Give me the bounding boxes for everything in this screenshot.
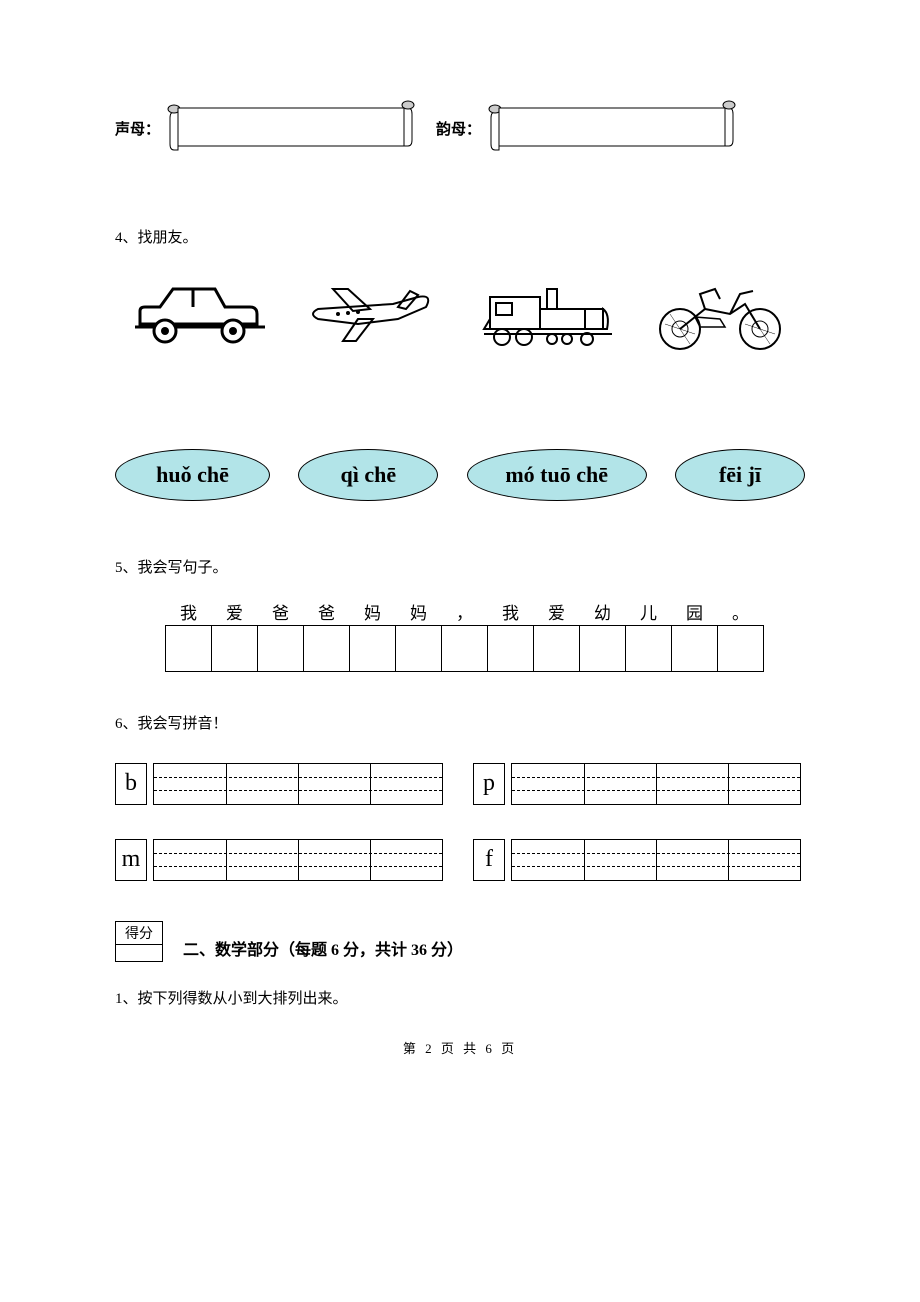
page-footer: 第 2 页 共 6 页 [115, 1038, 805, 1057]
pinyin-write-grid[interactable] [511, 839, 801, 881]
write-cell[interactable] [580, 625, 626, 671]
char-cell: 我 [488, 599, 534, 625]
pinyin-grid-f: f [473, 839, 803, 881]
pinyin-letter: m [115, 839, 147, 881]
score-label: 得分 [116, 922, 162, 945]
yunmu-label: 韵母： [436, 118, 481, 139]
char-cell: 我 [166, 599, 212, 625]
score-box: 得分 [115, 921, 163, 962]
pinyin-write-grid[interactable] [153, 839, 443, 881]
write-cell[interactable] [718, 625, 764, 671]
pinyin-letter: p [473, 763, 505, 805]
write-cell[interactable] [212, 625, 258, 671]
pinyin-letter: f [473, 839, 505, 881]
train-icon [472, 269, 622, 359]
pinyin-write-grid[interactable] [153, 763, 443, 805]
pinyin-ellipses: huǒ chē qì chē mó tuō chē fēi jī [115, 449, 805, 501]
ellipse-feiji: fēi jī [675, 449, 805, 501]
char-cell: 园 [672, 599, 718, 625]
yunmu-scroll [487, 100, 737, 156]
shengmu-label: 声母： [115, 118, 160, 139]
score-value[interactable] [116, 945, 162, 961]
shengmu-group: 声母： [115, 100, 416, 156]
motorcycle-icon [645, 269, 795, 359]
ellipse-huoche: huǒ chē [115, 449, 270, 501]
write-cell[interactable] [672, 625, 718, 671]
char-cell: 爱 [212, 599, 258, 625]
char-cell: 爱 [534, 599, 580, 625]
ellipse-qiche: qì chē [298, 449, 438, 501]
write-cell[interactable] [534, 625, 580, 671]
q2-1-prompt: 1、按下列得数从小到大排列出来。 [115, 987, 805, 1008]
char-cell: 爸 [258, 599, 304, 625]
write-cell[interactable] [442, 625, 488, 671]
pinyin-letter: b [115, 763, 147, 805]
worksheet-page: 声母： 韵母： [0, 0, 920, 1097]
pinyin-grids: b p m f [115, 763, 805, 881]
airplane-icon [298, 269, 448, 359]
pinyin-grid-p: p [473, 763, 803, 805]
write-cell[interactable] [166, 625, 212, 671]
write-cell[interactable] [396, 625, 442, 671]
shengmu-scroll [166, 100, 416, 156]
char-cell: 幼 [580, 599, 626, 625]
vehicles-row [115, 269, 805, 359]
sentence-table: 我 爱 爸 爸 妈 妈 ， 我 爱 幼 儿 园 。 [165, 599, 764, 672]
q6-prompt: 6、我会写拼音！ [115, 712, 805, 733]
write-cell[interactable] [304, 625, 350, 671]
scroll-row: 声母： 韵母： [115, 100, 805, 156]
section2-header: 得分 二、数学部分（每题 6 分，共计 36 分） [115, 921, 805, 962]
write-cell[interactable] [350, 625, 396, 671]
pinyin-grid-m: m [115, 839, 445, 881]
char-cell: 爸 [304, 599, 350, 625]
write-cell[interactable] [258, 625, 304, 671]
char-cell: 。 [718, 599, 764, 625]
sentence-table-wrap: 我 爱 爸 爸 妈 妈 ， 我 爱 幼 儿 园 。 [165, 599, 805, 672]
pinyin-grid-b: b [115, 763, 445, 805]
q4-prompt: 4、找朋友。 [115, 226, 805, 247]
ellipse-motuoche: mó tuō chē [467, 449, 647, 501]
section2-title: 二、数学部分（每题 6 分，共计 36 分） [183, 936, 463, 962]
char-cell: 儿 [626, 599, 672, 625]
pinyin-write-grid[interactable] [511, 763, 801, 805]
car-icon [125, 269, 275, 359]
char-cell: 妈 [350, 599, 396, 625]
write-cell[interactable] [488, 625, 534, 671]
char-cell: ， [442, 599, 488, 625]
yunmu-group: 韵母： [436, 100, 737, 156]
char-cell: 妈 [396, 599, 442, 625]
q5-prompt: 5、我会写句子。 [115, 556, 805, 577]
write-cell[interactable] [626, 625, 672, 671]
